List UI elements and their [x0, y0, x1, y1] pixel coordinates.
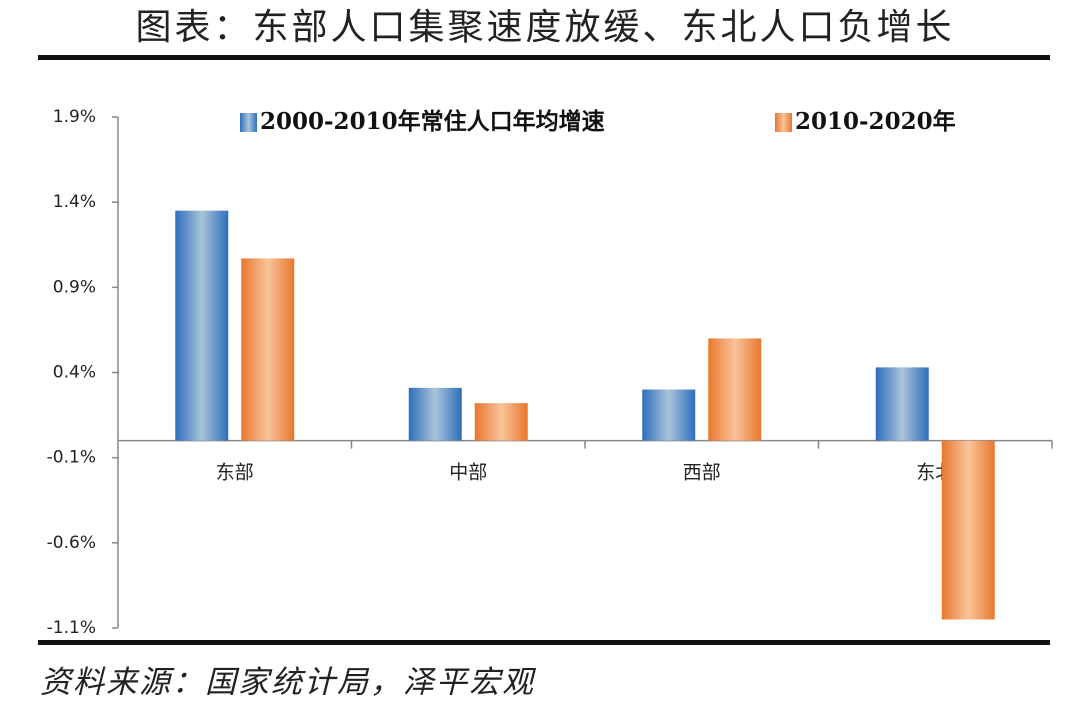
bar	[241, 258, 295, 441]
title-rule	[38, 55, 1050, 60]
bar	[408, 387, 462, 441]
bar	[875, 367, 929, 441]
y-tick-label: -0.6%	[47, 533, 96, 553]
legend-label: 2000-2010年常住人口年均增速	[260, 108, 605, 135]
x-tick-label: 东部	[216, 462, 254, 484]
y-tick-label: -1.1%	[47, 618, 96, 638]
y-tick-label: 0.9%	[53, 277, 96, 297]
bar	[708, 338, 762, 441]
legend-swatch	[775, 113, 792, 132]
y-tick-label: 1.4%	[53, 192, 96, 212]
footer-rule	[38, 640, 1050, 645]
y-tick-label: 1.9%	[53, 107, 96, 127]
bar	[175, 210, 229, 441]
bar	[474, 403, 528, 441]
legend-label: 2010-2020年	[795, 108, 956, 135]
bar	[941, 440, 995, 620]
bar	[642, 389, 696, 441]
source: 资料来源：国家统计局，泽平宏观	[40, 665, 537, 701]
x-tick-label: 西部	[683, 462, 721, 484]
x-tick-label: 中部	[449, 462, 487, 484]
y-tick-label: -0.1%	[47, 448, 96, 468]
chart-title: 图表：东部人口集聚速度放缓、东北人口负增长	[135, 7, 954, 48]
legend-swatch	[240, 113, 257, 132]
y-tick-label: 0.4%	[53, 363, 96, 383]
